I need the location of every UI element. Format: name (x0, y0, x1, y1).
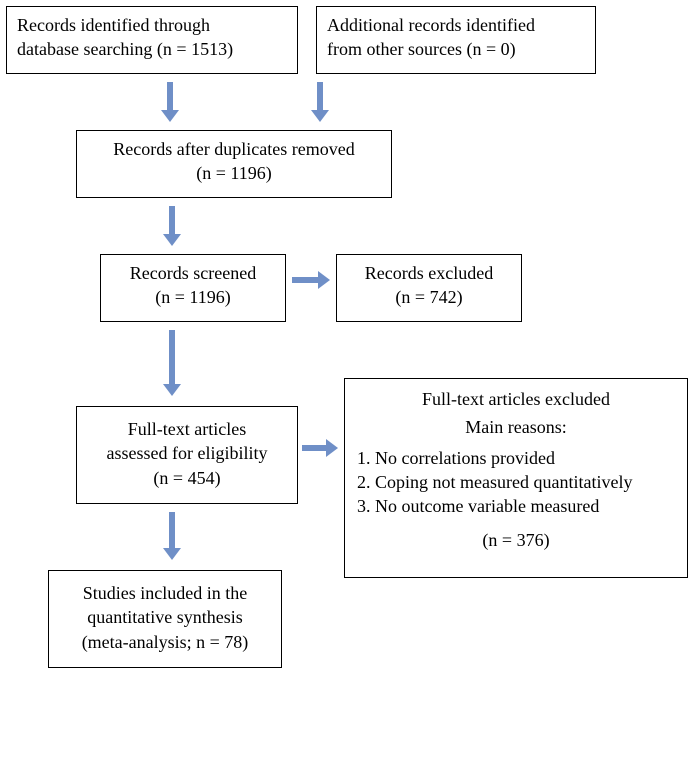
ft-excluded-reason: 3. No outcome variable measured (357, 494, 675, 518)
arr-screened-down (163, 330, 181, 396)
arr-fulltext-down (163, 512, 181, 560)
node-line: Records after duplicates removed (113, 139, 354, 159)
node-line: (n = 742) (395, 287, 462, 307)
arr-fulltext-right (302, 439, 338, 457)
node-after-duplicates: Records after duplicates removed (n = 11… (76, 130, 392, 198)
node-line: Records screened (130, 263, 256, 283)
flowchart-canvas: Records identified through database sear… (0, 0, 699, 760)
node-records-excluded: Records excluded (n = 742) (336, 254, 522, 322)
arr-afterdup-down (163, 206, 181, 246)
node-line: (n = 454) (153, 468, 220, 488)
node-line: quantitative synthesis (87, 607, 242, 627)
node-line: Records excluded (365, 263, 493, 283)
ft-excluded-title: Full-text articles excluded (357, 387, 675, 411)
ft-excluded-reason: 1. No correlations provided (357, 446, 675, 470)
node-records-identified: Records identified through database sear… (6, 6, 298, 74)
node-line: Records identified through (17, 15, 210, 35)
ft-excluded-count: (n = 376) (357, 528, 675, 552)
ft-excluded-reason: 2. Coping not measured quantitatively (357, 470, 675, 494)
node-line: (n = 1196) (196, 163, 271, 183)
node-records-screened: Records screened (n = 1196) (100, 254, 286, 322)
node-line: assessed for eligibility (107, 443, 268, 463)
ft-excluded-subtitle: Main reasons: (357, 415, 675, 439)
node-line: database searching (n = 1513) (17, 39, 233, 59)
node-additional-records: Additional records identified from other… (316, 6, 596, 74)
node-fulltext-excluded: Full-text articles excluded Main reasons… (344, 378, 688, 578)
node-line: (meta-analysis; n = 78) (82, 632, 249, 652)
node-line: Full-text articles (128, 419, 246, 439)
node-studies-included: Studies included in the quantitative syn… (48, 570, 282, 668)
node-line: (n = 1196) (155, 287, 230, 307)
node-fulltext-assessed: Full-text articles assessed for eligibil… (76, 406, 298, 504)
arr-screened-right (292, 271, 330, 289)
node-line: Additional records identified (327, 15, 535, 35)
node-line: from other sources (n = 0) (327, 39, 516, 59)
arr-identified-down (161, 82, 179, 122)
node-line: Studies included in the (83, 583, 247, 603)
arr-additional-down (311, 82, 329, 122)
